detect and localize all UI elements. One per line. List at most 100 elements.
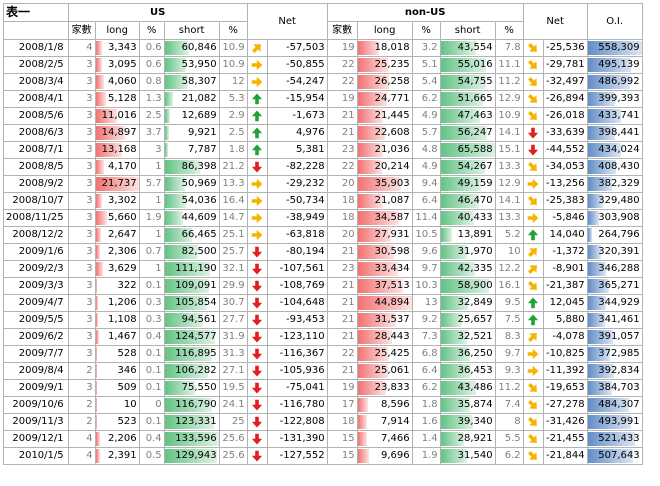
nonus-short-cell: 36,250 xyxy=(439,345,496,363)
us-short-value: 133,596 xyxy=(175,433,217,444)
nonus-short-cell: 25,657 xyxy=(439,311,496,329)
table-row: 2008/9/2 3 21,737 5.7 50,969 13.3 -29,232 20 35,… xyxy=(3,175,643,193)
date-cell: 2008/5/6 xyxy=(3,107,69,125)
us-long-cell: 14,897 xyxy=(94,124,140,142)
table-row: 2008/8/5 3 4,170 1 86,398 21.2 -82,228 22 20,214… xyxy=(3,158,643,176)
nonus-short-cell: 46,470 xyxy=(439,192,496,210)
us-net-arrow-cell xyxy=(246,345,268,363)
nonus-long-pct-cell: 10.5 xyxy=(411,226,441,244)
us-short-cell: 123,331 xyxy=(163,413,220,431)
oi-cell: 521,433 xyxy=(586,430,643,448)
nonus-count-cell: 20 xyxy=(326,175,358,193)
us-long-bar xyxy=(96,296,99,310)
nonus-short-bar xyxy=(441,296,468,310)
us-long-pct-cell: 0.4 xyxy=(138,430,165,448)
us-long-pct-cell: 3 xyxy=(138,141,165,159)
nonus-short-value: 58,900 xyxy=(457,280,493,291)
us-long-cell: 11,016 xyxy=(94,107,140,125)
us-long-value: 1,467 xyxy=(108,331,137,342)
nonus-net-arrow-cell xyxy=(522,124,544,142)
us-long-pct-cell: 1 xyxy=(138,226,165,244)
date-cell: 2009/3/3 xyxy=(3,277,69,295)
us-short-cell: 9,921 xyxy=(163,124,220,142)
us-short-pct-cell: 30.7 xyxy=(218,294,248,312)
date-cell: 2009/1/6 xyxy=(3,243,69,261)
date-cell: 2009/4/7 xyxy=(3,294,69,312)
nonus-long-pct-cell: 6.8 xyxy=(411,345,441,363)
table-row: 2008/10/7 3 3,302 1 54,036 16.4 -50,734 18 21,08… xyxy=(3,192,643,210)
table-row: 2009/1/6 3 2,306 0.7 82,500 25.7 -80,194 21 30,5… xyxy=(3,243,643,261)
nonus-count-cell: 21 xyxy=(326,124,358,142)
us-short-bar xyxy=(165,160,200,174)
nonus-short-pct-cell: 7.5 xyxy=(494,311,524,329)
nonus-net-cell: -26,894 xyxy=(542,90,588,108)
nonus-count-cell: 23 xyxy=(326,141,358,159)
nonus-short-bar xyxy=(441,109,480,123)
nonus-long-cell: 22,608 xyxy=(356,124,413,142)
nonus-short-cell: 58,900 xyxy=(439,277,496,295)
us-short-pct-cell: 31.3 xyxy=(218,345,248,363)
nonus-long-value: 25,235 xyxy=(374,59,410,70)
nonus-long-pct-cell: 6.2 xyxy=(411,379,441,397)
date-cell: 2008/1/8 xyxy=(3,39,69,57)
nonus-net-cell: 5,880 xyxy=(542,311,588,329)
nonus-long-value: 26,258 xyxy=(374,76,410,87)
table-row: 2009/7/7 3 528 0.1 116,895 31.3 -116,367 22 25,4… xyxy=(3,345,643,363)
nonus-long-value: 24,771 xyxy=(374,93,410,104)
us-long-bar xyxy=(96,381,97,395)
oi-cell: 365,271 xyxy=(586,277,643,295)
nonus-long-pct-cell: 1.8 xyxy=(411,396,441,414)
nonus-short-pct-cell: 16.1 xyxy=(494,277,524,295)
us-long-bar xyxy=(96,228,101,242)
us-long-value: 14,897 xyxy=(101,127,137,138)
oi-value: 392,834 xyxy=(598,365,640,376)
oi-bar xyxy=(588,398,630,412)
us-short-pct-cell: 27.7 xyxy=(218,311,248,329)
oi-cell: 398,441 xyxy=(586,124,643,142)
nonus-net-cell: -29,781 xyxy=(542,56,588,74)
nonus-short-bar xyxy=(441,143,495,157)
nonus-short-value: 32,849 xyxy=(457,297,493,308)
us-short-pct-cell: 1.8 xyxy=(218,141,248,159)
us-net-cell: -80,194 xyxy=(266,243,328,261)
us-count-cell: 3 xyxy=(67,328,96,346)
oi-value: 365,271 xyxy=(598,280,640,291)
nonus-long-bar xyxy=(358,364,388,378)
nonus-net-cell: -1,372 xyxy=(542,243,588,261)
us-count-cell: 3 xyxy=(67,243,96,261)
oi-bar xyxy=(588,194,603,208)
oi-value: 486,992 xyxy=(598,76,640,87)
oi-cell: 507,643 xyxy=(586,447,643,465)
table-row: 2009/5/5 3 1,108 0.3 94,561 27.7 -93,453 21 31,5… xyxy=(3,311,643,329)
oi-value: 344,929 xyxy=(598,297,640,308)
nonus-short-bar xyxy=(441,432,465,446)
nonus-short-value: 39,340 xyxy=(457,416,493,427)
nonus-count-cell: 18 xyxy=(326,209,358,227)
us-net-cell: -82,228 xyxy=(266,158,328,176)
us-short-value: 106,282 xyxy=(175,365,217,376)
nonus-long-bar xyxy=(358,245,395,259)
us-count-cell: 3 xyxy=(67,277,96,295)
nonus-long-cell: 21,087 xyxy=(356,192,413,210)
table-row: 2008/6/3 3 14,897 3.7 9,921 2.5 4,976 21 22,608 5… xyxy=(3,124,643,142)
us-long-bar xyxy=(96,58,102,72)
us-short-cell: 54,036 xyxy=(163,192,220,210)
us-short-bar xyxy=(165,143,168,157)
us-long-bar xyxy=(96,398,97,412)
date-cell: 2009/2/3 xyxy=(3,260,69,278)
nonus-count-header: 家數 xyxy=(326,21,358,40)
us-short-pct-cell: 21.2 xyxy=(218,158,248,176)
us-long-value: 2,206 xyxy=(108,433,137,444)
nonus-short-cell: 54,267 xyxy=(439,158,496,176)
oi-bar xyxy=(588,449,634,463)
nonus-count-cell: 18 xyxy=(326,413,358,431)
oi-value: 384,703 xyxy=(598,382,640,393)
oi-cell: 392,834 xyxy=(586,362,643,380)
nonus-long-pct-cell: 10.3 xyxy=(411,277,441,295)
nonus-count-cell: 21 xyxy=(326,107,358,125)
us-short-bar xyxy=(165,279,209,293)
us-long-cell: 2,206 xyxy=(94,430,140,448)
nonus-long-cell: 8,596 xyxy=(356,396,413,414)
nonus-long-pct-cell: 9.2 xyxy=(411,311,441,329)
nonus-net-arrow-cell xyxy=(522,294,544,312)
